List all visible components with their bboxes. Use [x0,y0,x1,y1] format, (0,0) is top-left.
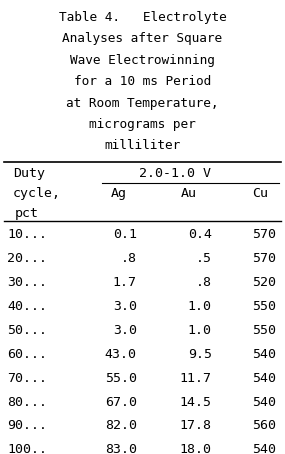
Text: 14.5: 14.5 [180,395,212,409]
Text: 1.7: 1.7 [113,276,137,289]
Text: 3.0: 3.0 [113,300,137,313]
Text: 18.0: 18.0 [180,444,212,454]
Text: 80...: 80... [7,395,47,409]
Text: 90...: 90... [7,419,47,433]
Text: 30...: 30... [7,276,47,289]
Text: Au: Au [181,187,197,200]
Text: 550: 550 [253,324,276,337]
Text: 60...: 60... [7,348,47,361]
Text: .8: .8 [121,252,137,265]
Text: 560: 560 [253,419,276,433]
Text: 67.0: 67.0 [105,395,137,409]
Text: 11.7: 11.7 [180,372,212,385]
Text: at Room Temperature,: at Room Temperature, [66,97,219,109]
Text: 10...: 10... [7,228,47,241]
Text: 550: 550 [253,300,276,313]
Text: pct: pct [15,207,39,220]
Text: 82.0: 82.0 [105,419,137,433]
Text: 3.0: 3.0 [113,324,137,337]
Text: 570: 570 [253,228,276,241]
Text: .8: .8 [196,276,212,289]
Text: .5: .5 [196,252,212,265]
Text: 540: 540 [253,444,276,454]
Text: 43.0: 43.0 [105,348,137,361]
Text: cycle,: cycle, [13,187,61,200]
Text: 540: 540 [253,372,276,385]
Text: micrograms per: micrograms per [89,118,196,131]
Text: 0.1: 0.1 [113,228,137,241]
Text: 50...: 50... [7,324,47,337]
Text: 0.4: 0.4 [188,228,212,241]
Text: Ag: Ag [111,187,127,200]
Text: 540: 540 [253,395,276,409]
Text: 40...: 40... [7,300,47,313]
Text: 20...: 20... [7,252,47,265]
Text: Cu: Cu [252,187,268,200]
Text: Wave Electrowinning: Wave Electrowinning [70,54,215,67]
Text: 2.0-1.0 V: 2.0-1.0 V [139,168,211,180]
Text: 55.0: 55.0 [105,372,137,385]
Text: 100..: 100.. [7,444,47,454]
Text: milliliter: milliliter [104,139,181,153]
Text: Analyses after Square: Analyses after Square [62,32,223,45]
Text: 1.0: 1.0 [188,300,212,313]
Text: Duty: Duty [13,168,45,180]
Text: 17.8: 17.8 [180,419,212,433]
Text: 570: 570 [253,252,276,265]
Text: 540: 540 [253,348,276,361]
Text: 520: 520 [253,276,276,289]
Text: 70...: 70... [7,372,47,385]
Text: 83.0: 83.0 [105,444,137,454]
Text: 9.5: 9.5 [188,348,212,361]
Text: 1.0: 1.0 [188,324,212,337]
Text: Table 4.   Electrolyte: Table 4. Electrolyte [59,11,226,24]
Text: for a 10 ms Period: for a 10 ms Period [74,75,211,88]
